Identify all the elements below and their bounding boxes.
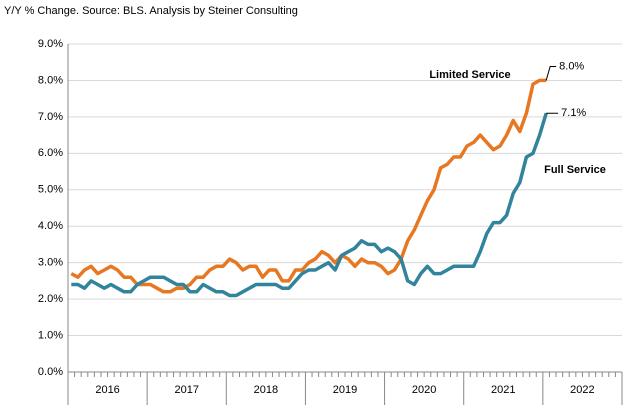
y-tick-label: 2.0% — [38, 293, 63, 305]
value-label: 7.1% — [561, 107, 586, 119]
x-group-label: 2020 — [412, 384, 436, 396]
x-group-label: 2022 — [570, 384, 594, 396]
y-tick-label: 0.0% — [38, 366, 63, 378]
y-tick-label: 3.0% — [38, 257, 63, 269]
chart-title: Y/Y % Change. Source: BLS. Analysis by S… — [4, 5, 298, 17]
line-series — [70, 78, 547, 294]
y-tick-label: 9.0% — [38, 38, 63, 50]
y-tick-label: 7.0% — [38, 111, 63, 123]
y-tick-label: 5.0% — [38, 184, 63, 196]
x-group-label: 2018 — [254, 384, 278, 396]
x-group-label: 2021 — [491, 384, 515, 396]
x-group-label: 2019 — [333, 384, 357, 396]
y-tick-label: 4.0% — [38, 220, 63, 232]
x-group-label: 2016 — [95, 384, 119, 396]
series-label: Limited Service — [429, 69, 510, 81]
y-tick-label: 1.0% — [38, 329, 63, 341]
line-series — [71, 112, 548, 298]
series-label: Full Service — [544, 164, 606, 176]
leader-line — [545, 65, 557, 81]
value-label: 8.0% — [559, 60, 584, 72]
y-tick-label: 6.0% — [38, 147, 63, 159]
y-tick-label: 8.0% — [38, 74, 63, 86]
x-group-label: 2017 — [174, 384, 198, 396]
